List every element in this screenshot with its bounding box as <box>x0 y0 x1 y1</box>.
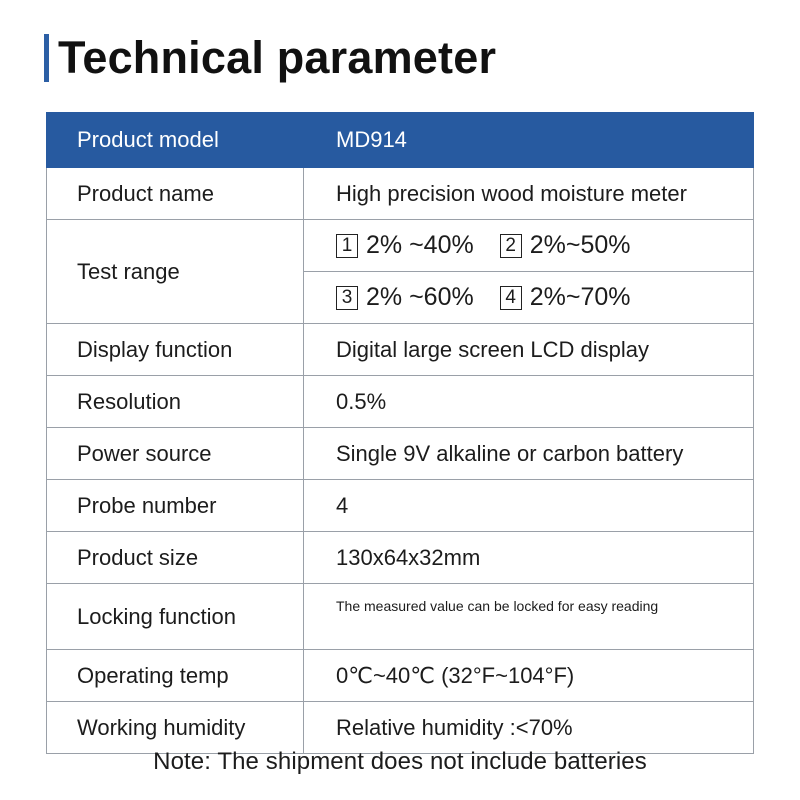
resolution-value: 0.5% <box>303 375 754 428</box>
page-title: Technical parameter <box>58 32 497 83</box>
product-name-value: High precision wood moisture meter <box>303 167 754 220</box>
table-header-row: Product model MD914 <box>46 112 754 168</box>
range-item-3: 3 2% ~60% <box>336 283 474 312</box>
table-row: Locking function The measured value can … <box>46 583 754 650</box>
product-size-label: Product size <box>46 531 304 584</box>
working-humidity-value: Relative humidity :<70% <box>303 701 754 754</box>
range-number-2: 2 <box>499 233 522 258</box>
table-row: Probe number 4 <box>46 479 754 532</box>
table-row: Display function Digital large screen LC… <box>46 323 754 376</box>
range-number-1: 1 <box>336 233 358 258</box>
range-text-3: 2% ~60% <box>366 283 474 311</box>
table-row: Power source Single 9V alkaline or carbo… <box>46 427 754 480</box>
locking-function-value: The measured value can be locked for eas… <box>303 583 754 650</box>
display-function-value: Digital large screen LCD display <box>303 323 754 376</box>
table-row: Test range 1 2% ~40% 2 2%~50% <box>46 219 754 324</box>
range-item-1: 1 2% ~40% <box>336 231 474 260</box>
resolution-label: Resolution <box>46 375 304 428</box>
locking-function-label: Locking function <box>46 583 304 650</box>
table-row: Working humidity Relative humidity :<70% <box>46 701 754 754</box>
table-row: Product size 130x64x32mm <box>46 531 754 584</box>
range-number-3: 3 <box>336 285 358 310</box>
test-range-row-2: 3 2% ~60% 4 2%~70% <box>303 271 754 324</box>
display-function-label: Display function <box>46 323 304 376</box>
probe-number-value: 4 <box>303 479 754 532</box>
product-size-value: 130x64x32mm <box>303 531 754 584</box>
table-row: 3 2% ~60% 4 2%~70% <box>47 271 754 324</box>
range-item-4: 4 2%~70% <box>499 283 631 312</box>
operating-temp-label: Operating temp <box>46 649 304 702</box>
shipment-note: Note: The shipment does not include batt… <box>153 748 647 775</box>
working-humidity-label: Working humidity <box>46 701 304 754</box>
table-row: Operating temp 0℃~40℃ (32°F~104°F) <box>46 649 754 702</box>
power-source-value: Single 9V alkaline or carbon battery <box>303 427 754 480</box>
operating-temp-value: 0℃~40℃ (32°F~104°F) <box>303 649 754 702</box>
range-text-1: 2% ~40% <box>366 231 474 259</box>
test-range-label: Test range <box>46 219 304 324</box>
parameter-table: Product model MD914 Product name High pr… <box>46 112 754 754</box>
table-row: Product name High precision wood moistur… <box>46 167 754 220</box>
table-row: Resolution 0.5% <box>46 375 754 428</box>
product-model-value: MD914 <box>303 112 754 168</box>
range-text-4: 2%~70% <box>529 283 631 311</box>
product-model-label: Product model <box>46 112 304 168</box>
range-text-2: 2%~50% <box>529 231 631 259</box>
range-number-4: 4 <box>499 285 522 310</box>
test-range-row-1: 1 2% ~40% 2 2%~50% <box>303 219 754 272</box>
range-item-2: 2 2%~50% <box>499 231 631 260</box>
probe-number-label: Probe number <box>46 479 304 532</box>
product-name-label: Product name <box>46 167 304 220</box>
title-accent-bar <box>44 34 49 82</box>
power-source-label: Power source <box>46 427 304 480</box>
